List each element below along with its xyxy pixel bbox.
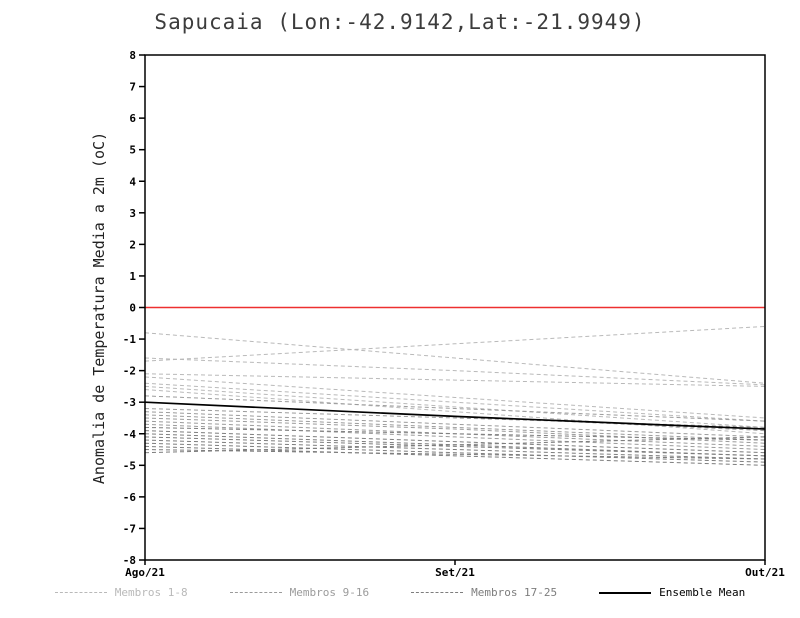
legend-item-membros-1-8: Membros 1-8 — [54, 586, 188, 599]
y-tick-label: 5 — [129, 144, 136, 157]
member-line — [144, 411, 766, 438]
legend-item-membros-9-16: Membros 9-16 — [229, 586, 370, 599]
member-line — [144, 426, 766, 441]
member-line — [144, 442, 766, 463]
legend: Membros 1-8 Membros 9-16 Membros 17-25 E… — [0, 586, 800, 599]
x-tick-label: Ago/21 — [125, 566, 165, 579]
member-line — [144, 385, 766, 428]
member-line — [144, 439, 766, 460]
y-tick-label: 2 — [129, 238, 136, 251]
dashed-line-sample — [411, 592, 464, 593]
member-line — [144, 430, 766, 454]
member-line — [144, 325, 766, 362]
member-line — [144, 382, 766, 422]
dashed-line-sample — [54, 592, 107, 593]
legend-label: Membros 17-25 — [471, 586, 558, 599]
y-tick-label: 4 — [129, 175, 136, 188]
dashed-line-sample — [229, 592, 282, 593]
member-line — [144, 376, 766, 419]
member-line — [144, 389, 766, 435]
member-line — [144, 436, 766, 457]
chart-title: Sapucaia (Lon:-42.9142,Lat:-21.9949) — [154, 10, 646, 34]
y-tick-label: 7 — [129, 81, 136, 94]
y-tick-label: 0 — [129, 302, 136, 315]
legend-label: Ensemble Mean — [659, 586, 746, 599]
solid-line-sample — [599, 591, 652, 594]
y-tick-label: -3 — [123, 396, 136, 409]
legend-item-ensemble-mean: Ensemble Mean — [599, 586, 745, 599]
member-line — [144, 449, 766, 460]
member-line — [144, 332, 766, 384]
member-line — [144, 445, 766, 466]
legend-label: Membros 9-16 — [289, 586, 370, 599]
legend-item-membros-17-25: Membros 17-25 — [411, 586, 557, 599]
y-tick-label: -2 — [123, 365, 136, 378]
y-tick-label: 1 — [129, 270, 136, 283]
y-axis-label: Anomalia de Temperatura Media a 2m (oC) — [90, 132, 108, 484]
member-line — [144, 414, 766, 441]
plot-svg: Anomalia de Temperatura Media a 2m (oC) … — [90, 49, 785, 579]
y-tick-label: -6 — [123, 491, 137, 504]
y-tick-label: -5 — [123, 459, 136, 472]
y-tick-label: -7 — [123, 522, 136, 535]
y-tick-label: 6 — [129, 112, 136, 125]
member-line — [144, 423, 766, 451]
ensemble-mean-line — [144, 401, 766, 430]
y-tick-label: 8 — [129, 49, 136, 62]
member-line — [144, 395, 766, 422]
y-tick-label: -8 — [123, 554, 136, 567]
y-tick-label: -1 — [123, 333, 137, 346]
member-line — [144, 373, 766, 387]
x-tick-label: Set/21 — [435, 566, 475, 579]
y-tick-label: -4 — [123, 428, 137, 441]
member-line — [144, 408, 766, 428]
member-line — [144, 417, 766, 444]
plot-layer: -8 -7 -6 -5 -4 -3 -2 -1 0 1 2 3 4 5 6 7 8 Ago/21 Set/21 Out… — [123, 49, 785, 579]
y-tick-label: 3 — [129, 207, 136, 220]
member-line — [144, 357, 766, 386]
x-tick-label: Out/21 — [745, 566, 785, 579]
legend-label: Membros 1-8 — [114, 586, 188, 599]
member-line — [144, 436, 766, 454]
